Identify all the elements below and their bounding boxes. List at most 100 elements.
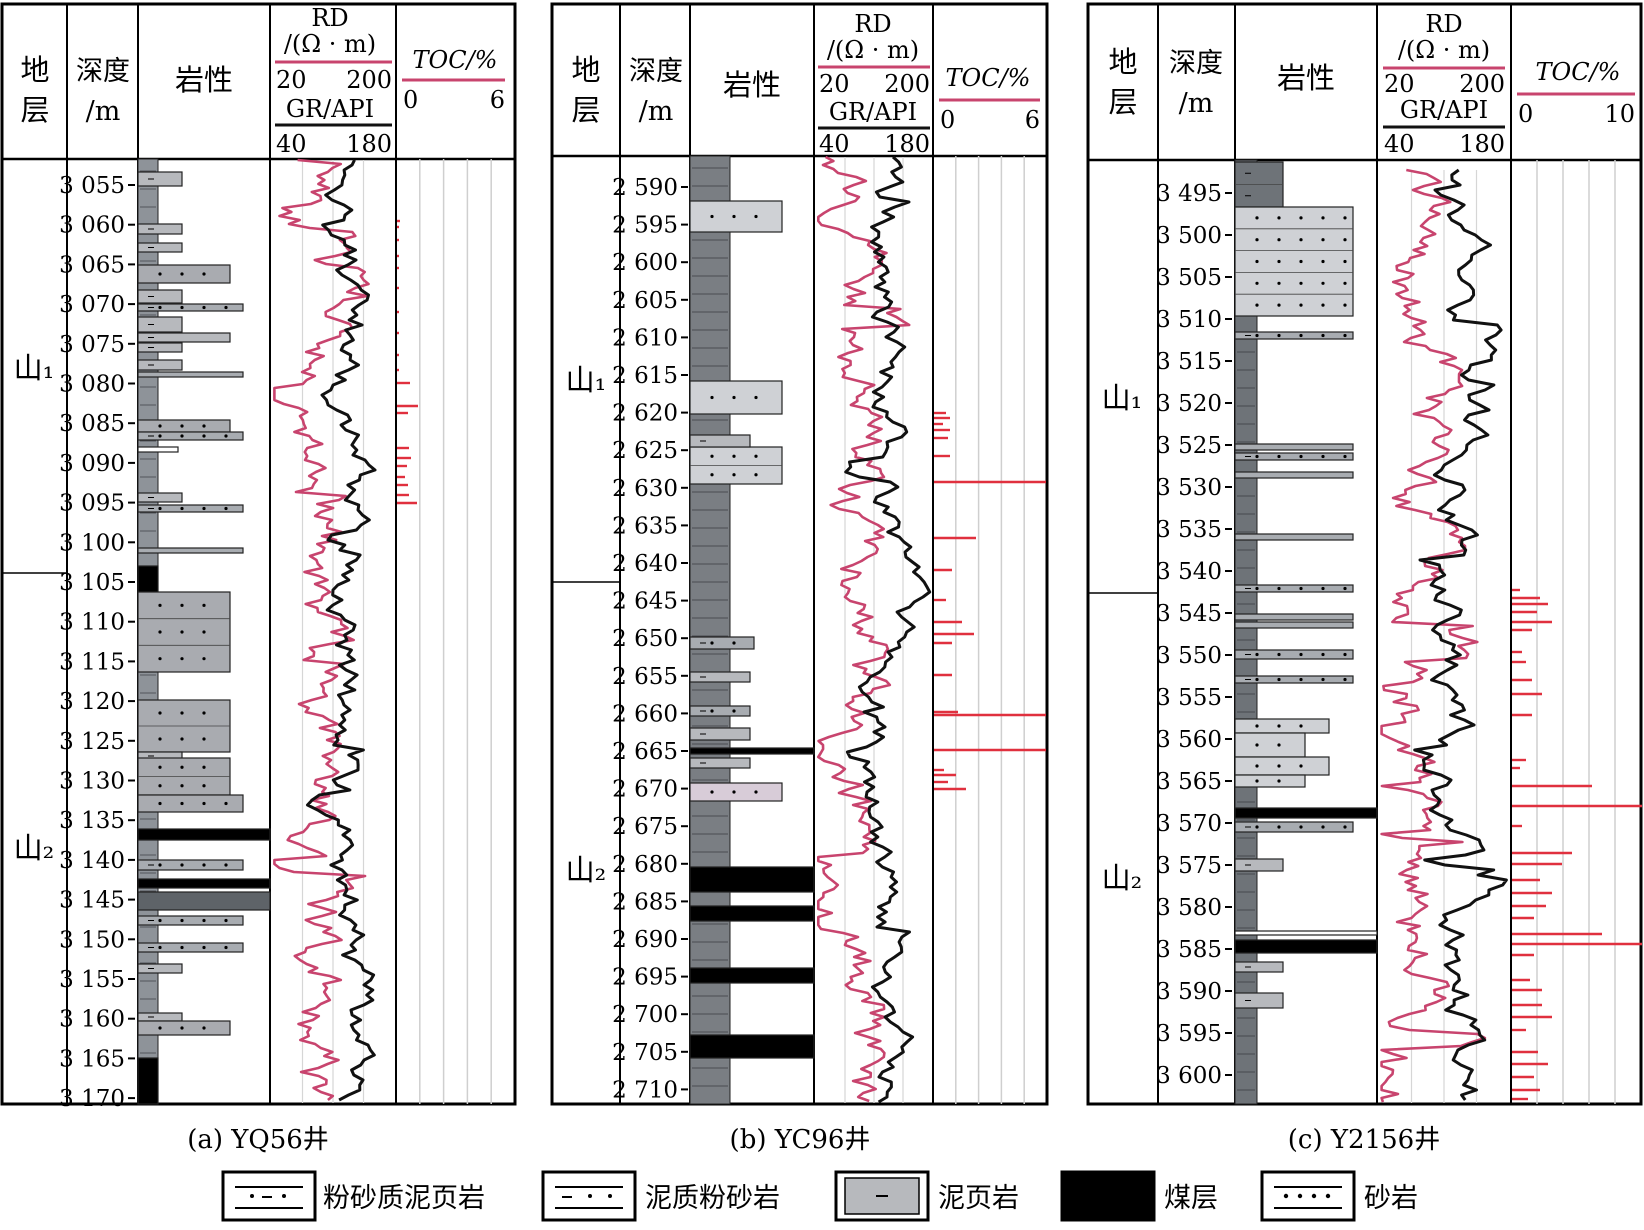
litho-bed — [137, 371, 244, 378]
toc-max-label: 6 — [490, 86, 505, 114]
depth-tick-label: 3 530 — [1156, 475, 1222, 501]
depth-tick-label: 3 080 — [59, 372, 125, 398]
rd-min-label: 20 — [276, 66, 307, 94]
rd-header-unit: /(Ω · m) — [1398, 36, 1490, 64]
depth-tick-label: 2 675 — [612, 814, 678, 840]
litho-bed — [137, 316, 183, 333]
litho-bed — [689, 866, 815, 893]
litho-bed — [1234, 331, 1354, 340]
litho-bed — [137, 565, 159, 593]
litho-bed — [137, 332, 231, 343]
depth-tick-label: 3 515 — [1156, 349, 1222, 375]
depth-tick-labels: 2 590 2 595 2 600 2 605 2 610 2 615 2 620 2 625… — [612, 175, 688, 1103]
litho-bed — [689, 434, 751, 448]
toc-min-label: 0 — [1518, 100, 1533, 128]
depth-tick-label: 2 605 — [612, 288, 678, 314]
depth-tick-label: 3 170 — [59, 1086, 125, 1112]
litho-bed — [1234, 621, 1354, 629]
toc-header: TOC/% — [1536, 58, 1621, 86]
gr-header: GR/API — [286, 95, 374, 123]
litho-bed — [1234, 930, 1378, 936]
well-panel-yq56: 地 层 深度 /m 岩性 RD /(Ω · m) 20 200 GR/API 4… — [0, 2, 517, 1155]
depth-tick-label: 3 135 — [59, 808, 125, 834]
stratum-header-top: 地 — [1108, 45, 1137, 79]
well-caption-b: (b) YC96井 — [730, 1125, 871, 1155]
litho-bed — [137, 492, 183, 503]
litho-bed — [1234, 675, 1354, 684]
litho-bed — [1234, 858, 1284, 872]
depth-tick-label: 3 145 — [59, 888, 125, 914]
depth-tick-label: 3 545 — [1156, 601, 1222, 627]
well-caption-a: (a) YQ56井 — [187, 1125, 329, 1155]
depth-tick-label: 3 595 — [1156, 1021, 1222, 1047]
depth-tick-label: 3 085 — [59, 411, 125, 437]
lithology-column — [689, 155, 815, 1105]
rd-header-top: RD — [854, 10, 891, 38]
litho-bed — [137, 446, 179, 453]
stratum-shan1: 山₁ — [566, 363, 607, 397]
depth-tick-label: 3 140 — [59, 848, 125, 874]
toc-header: TOC/% — [946, 64, 1031, 92]
rd-min-label: 20 — [1384, 70, 1415, 98]
depth-tick-label: 3 555 — [1156, 685, 1222, 711]
litho-bed — [137, 963, 183, 974]
depth-tick-label: 3 095 — [59, 491, 125, 517]
litho-bed — [689, 967, 815, 984]
depth-tick-label: 3 505 — [1156, 265, 1222, 291]
litho-bed — [689, 905, 815, 922]
depth-tick-label: 3 130 — [59, 769, 125, 795]
depth-tick-label: 3 575 — [1156, 853, 1222, 879]
litho-bed — [137, 359, 183, 371]
depth-tick-label: 3 055 — [59, 173, 125, 199]
legend-label-silty-mudstone: 粉砂质泥页岩 — [323, 1183, 485, 1214]
litho-bed — [689, 1034, 815, 1059]
log-curves — [816, 155, 932, 1104]
well-panel-y2156: 地 层 深度 /m 岩性 RD /(Ω · m) 20 200 GR/API 4… — [1086, 2, 1643, 1155]
gr-min-label: 40 — [819, 130, 850, 158]
litho-bed — [1234, 732, 1306, 758]
depth-tick-label: 3 155 — [59, 967, 125, 993]
litho-bed — [689, 782, 783, 802]
depth-header-top: 深度 — [76, 56, 130, 87]
gr-max-label: 180 — [1459, 130, 1505, 158]
rd-header-unit: /(Ω · m) — [284, 30, 376, 58]
litho-bed — [137, 303, 244, 312]
legend-label-sandstone: 砂岩 — [1364, 1183, 1418, 1214]
litho-bed — [137, 223, 183, 235]
depth-tick-label: 3 550 — [1156, 643, 1222, 669]
depth-tick-label: 2 600 — [612, 250, 678, 276]
legend-label-mudstone: 泥页岩 — [938, 1183, 1019, 1214]
litho-base-column — [689, 155, 731, 1105]
gr-min-label: 40 — [1384, 130, 1415, 158]
depth-tick-label: 2 665 — [612, 739, 678, 765]
litho-bed — [689, 380, 783, 415]
depth-tick-label: 2 620 — [612, 401, 678, 427]
depth-tick-label: 3 125 — [59, 729, 125, 755]
depth-tick-label: 3 160 — [59, 1007, 125, 1033]
rd-header-unit: /(Ω · m) — [827, 36, 919, 64]
stratum-shan1: 山₁ — [1102, 381, 1143, 415]
litho-bed — [689, 747, 815, 755]
litho-bed — [1234, 961, 1284, 973]
depth-tick-label: 2 630 — [612, 476, 678, 502]
stratum-header-top: 地 — [20, 53, 49, 87]
gr-header: GR/API — [829, 98, 917, 126]
lithology-column — [137, 158, 271, 1105]
stratum-shan2: 山₂ — [566, 853, 607, 887]
litho-bed — [137, 1057, 159, 1105]
litho-bed — [137, 878, 271, 889]
litho-bed — [1234, 774, 1306, 788]
stratum-header-bottom: 层 — [571, 93, 600, 127]
depth-tick-label: 2 660 — [612, 701, 678, 727]
log-curves — [273, 158, 377, 1103]
litho-bed — [1234, 807, 1378, 819]
depth-tick-label: 2 705 — [612, 1040, 678, 1066]
depth-tick-label: 3 115 — [59, 649, 125, 675]
depth-tick-label: 3 150 — [59, 927, 125, 953]
litho-bed — [1234, 206, 1354, 317]
depth-tick-label: 3 070 — [59, 292, 125, 318]
depth-tick-label: 3 560 — [1156, 727, 1222, 753]
panel-frame — [0, 2, 517, 1106]
legend-label-coal: 煤层 — [1164, 1183, 1218, 1214]
litho-bed — [1234, 452, 1354, 461]
